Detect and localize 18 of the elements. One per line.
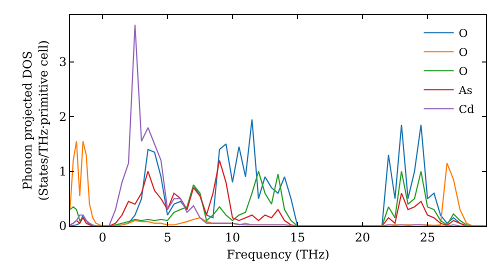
- y-tick-label: 2: [58, 110, 67, 124]
- y-axis-title: Phonon projected DOS (States/THz·primitive cell): [20, 40, 50, 201]
- legend-label: O: [458, 26, 468, 40]
- x-tick-label: 10: [224, 230, 240, 244]
- legend-label: As: [458, 84, 473, 97]
- legend-label: O: [458, 46, 468, 59]
- x-tick-label: 15: [290, 230, 306, 244]
- legend-label: Cd: [458, 102, 474, 116]
- x-tick-label: 20: [354, 230, 370, 244]
- y-tick-label: 0: [58, 219, 67, 234]
- x-tick-label: 0: [98, 230, 106, 244]
- legend-label: O: [458, 64, 468, 78]
- y-tick-label: 1: [58, 164, 67, 179]
- line-series: [70, 24, 486, 226]
- x-axis-title: Frequency (THz): [226, 247, 330, 262]
- x-tick-label: 25: [420, 230, 436, 244]
- y-tick-label: 3: [58, 55, 67, 70]
- x-tick-label: 5: [164, 230, 172, 244]
